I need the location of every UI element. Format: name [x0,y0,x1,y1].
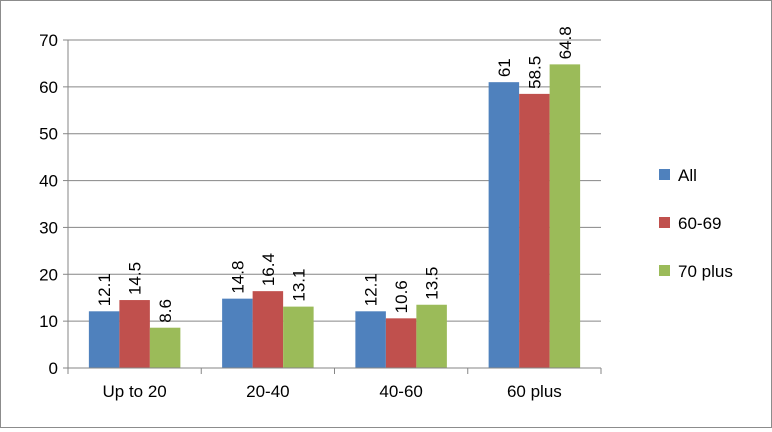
bar-all-2 [355,311,386,368]
bar-60-69-2 [385,318,417,368]
bar-all-0 [88,311,120,368]
x-tick-label: 40-60 [379,382,422,401]
y-tick-label: 10 [39,312,58,331]
data-label: 14.8 [228,261,247,294]
legend: All 60-69 70 plus [659,166,733,281]
data-labels: 12.1 14.5 8.6 14.8 16.4 13.1 12.1 10.6 13.5 61 58.… [95,26,575,322]
legend-swatch-60-69 [659,217,670,228]
x-tick-label: 20-40 [246,382,289,401]
legend-swatch-all [659,169,670,180]
bar-60-69-1 [252,291,284,368]
x-tick-label: Up to 20 [102,382,166,401]
gridlines [68,39,601,322]
y-tick-label: 0 [49,359,58,378]
data-label: 8.6 [156,299,175,323]
data-label: 13.1 [289,269,308,302]
y-tick-label: 60 [39,78,58,97]
bar-70-plus-2 [416,304,447,368]
legend-label: 60-69 [678,214,721,233]
y-tick-label: 40 [39,172,58,191]
bar-70-plus-1 [283,306,314,368]
data-label: 12.1 [362,273,381,306]
legend-label: 70 plus [678,262,733,281]
data-label: 10.6 [392,280,411,313]
data-label: 14.5 [126,262,145,295]
y-axis-ticks: 0 10 20 30 40 50 60 70 [39,31,68,378]
bar-60-69-3 [519,93,550,368]
data-label: 58.5 [525,56,544,89]
y-tick-label: 20 [39,265,58,284]
bar-70-plus-0 [149,327,181,368]
bar-60-69-0 [119,300,150,368]
x-axis-ticks: Up to 20 20-40 40-60 60 plus [67,368,602,401]
x-tick-label: 60 plus [507,382,562,401]
bar-70-plus-3 [549,64,581,368]
data-label: 16.4 [259,253,278,286]
data-label: 61 [495,58,514,77]
bars [88,64,581,369]
data-label: 64.8 [556,26,575,59]
bar-all-1 [222,298,253,368]
bar-all-3 [488,82,520,369]
data-label: 13.5 [423,267,442,300]
data-label: 12.1 [95,273,114,306]
legend-swatch-70-plus [659,265,670,276]
y-tick-label: 70 [39,31,58,50]
y-tick-label: 30 [39,218,58,237]
y-tick-label: 50 [39,125,58,144]
legend-label: All [678,166,697,185]
